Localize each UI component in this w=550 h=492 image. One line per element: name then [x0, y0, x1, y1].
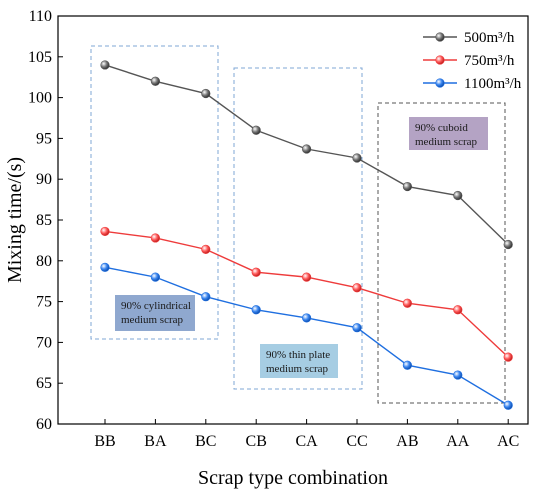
annotation-layer: 90% cylindrical medium scrap 90% thin plat…	[90, 45, 506, 404]
data-point-2-ab	[402, 298, 413, 308]
data-point-2-ca	[302, 272, 312, 282]
x-tick-label-ac: AC	[497, 433, 519, 450]
annotation-text-1-1: 90% cylindrical	[121, 300, 191, 312]
data-point-3-ca	[302, 313, 312, 323]
annotation-box-3	[409, 117, 488, 150]
y-tick-label: 80	[36, 253, 52, 270]
data-point-1-bc	[201, 88, 211, 99]
x-tick-label-aa: AA	[446, 433, 470, 450]
x-tick-label-cb: CB	[246, 433, 267, 450]
annotation-text-2-2: medium scrap	[266, 363, 329, 375]
x-tick-label-cc: CC	[346, 433, 367, 450]
series-line-1	[104, 64, 509, 245]
data-point-3-bc	[201, 292, 211, 302]
y-tick-label: 90	[36, 171, 52, 188]
data-point-3-ba	[150, 272, 160, 282]
x-tick-label-bc: BC	[195, 433, 216, 450]
y-tick-label: 85	[36, 212, 52, 229]
data-point-2-ba	[150, 233, 160, 243]
annotation-text-3-2: medium scrap	[415, 136, 478, 148]
x-axis: BB BA BC CB CA CC AB AA AC	[94, 419, 519, 450]
annotation-box-1	[115, 295, 195, 331]
series-line-3	[104, 266, 509, 406]
data-point-1-ab	[402, 181, 413, 192]
y-axis-title: Mixing time/(s)	[4, 157, 26, 283]
data-point-1-cb	[251, 125, 261, 135]
legend-marker-1	[435, 32, 445, 42]
data-point-1-cc	[352, 153, 362, 163]
y-tick-label: 70	[36, 334, 52, 351]
x-tick-label-ab: AB	[396, 433, 418, 450]
data-point-3-ac	[503, 400, 513, 410]
legend-marker-2	[435, 55, 445, 65]
data-point-2-ac	[503, 352, 513, 362]
data-point-2-bc	[201, 244, 211, 254]
y-tick-label: 110	[29, 8, 52, 25]
data-point-2-bb	[100, 226, 110, 237]
group-frame-1	[90, 45, 219, 340]
x-tick-label-ba: BA	[144, 433, 167, 450]
data-point-1-ba	[150, 76, 160, 86]
legend-label-3: 1100m³/h	[464, 76, 522, 92]
legend-label-2: 750m³/h	[464, 53, 515, 69]
y-tick-label: 95	[36, 130, 52, 147]
series-line-2	[104, 230, 509, 358]
y-tick-label: 65	[36, 375, 52, 392]
data-point-1-aa	[453, 190, 463, 201]
legend: 500m³/h 750m³/h 1100m³/h	[423, 30, 522, 92]
legend-label-1: 500m³/h	[464, 30, 515, 46]
y-axis: 60 65 70 75 80 85 90 95 100 105 110	[28, 8, 63, 433]
x-axis-title: Scrap type combination	[198, 467, 388, 489]
data-point-2-aa	[453, 305, 463, 315]
x-tick-label-ca: CA	[295, 433, 318, 450]
data-point-1-bb	[100, 60, 110, 70]
data-point-3-ab	[402, 360, 413, 370]
y-tick-label: 60	[36, 416, 52, 433]
y-tick-label: 100	[28, 90, 52, 107]
group-frame-3	[377, 102, 506, 404]
y-tick-label: 105	[28, 49, 52, 66]
group-frame-2	[233, 67, 363, 390]
data-point-2-cb	[251, 267, 261, 277]
data-point-2-cc	[352, 283, 362, 293]
annotation-text-1-2: medium scrap	[121, 314, 184, 326]
x-tick-label-bb: BB	[94, 433, 115, 450]
data-point-3-aa	[453, 370, 463, 380]
annotation-text-3-1: 90% cuboid	[415, 122, 468, 134]
data-point-3-bb	[100, 262, 110, 272]
data-point-1-ac	[503, 239, 513, 250]
data-point-3-cb	[251, 305, 261, 315]
y-tick-label: 75	[36, 294, 52, 311]
data-point-1-ca	[302, 144, 312, 154]
annotation-text-2-1: 90% thin plate	[266, 349, 330, 361]
data-point-3-cc	[352, 323, 362, 333]
annotation-box-2	[260, 344, 338, 378]
legend-marker-3	[435, 78, 445, 88]
series-layer	[100, 60, 513, 410]
